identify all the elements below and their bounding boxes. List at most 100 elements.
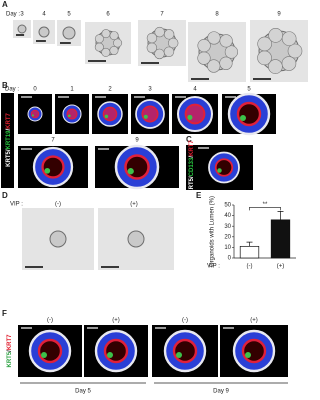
y-axis-title: Organoids with Lumen (%) [210, 196, 216, 267]
day-number: 4 [42, 12, 46, 18]
day-number: 0 [33, 87, 37, 93]
organoid-spot [217, 168, 222, 173]
vip-label: VIP : [10, 202, 23, 208]
organoid-bud [268, 59, 283, 74]
x-tick-label: (+) [277, 264, 285, 270]
condition-label: (-) [55, 202, 61, 208]
organoid-bud [94, 34, 104, 44]
organoid-bud [224, 45, 238, 59]
organoid-spot [31, 114, 34, 117]
organoid-bud [154, 26, 165, 38]
organoid-bud [154, 48, 165, 60]
panel-label: C [186, 135, 192, 144]
organoid-bud [219, 34, 233, 48]
organoid-rim [135, 99, 165, 129]
organoid-core [141, 105, 159, 123]
organoid-bud [101, 29, 111, 39]
organoid [17, 24, 27, 34]
organoid [62, 26, 76, 40]
organoid-core [214, 158, 234, 177]
organoid-bud [113, 38, 123, 48]
organoid-rim [163, 329, 207, 373]
organoid-bud [94, 42, 104, 52]
bar [239, 245, 260, 259]
panel-label: B [2, 81, 8, 90]
organoid-bud [163, 46, 175, 57]
organoid-spot [127, 168, 134, 175]
separator: / [6, 149, 12, 151]
condition-label: (+) [130, 202, 138, 208]
day-number: 9 [135, 138, 139, 144]
stain-name: KRT5 [6, 151, 12, 167]
organoid-bud [287, 43, 303, 59]
organoid-core [37, 338, 63, 364]
organoid-bud [163, 29, 175, 40]
organoid-bud [257, 36, 272, 52]
organoid-rim [232, 329, 276, 373]
organoid-core [236, 101, 262, 127]
significance-bracket [249, 207, 281, 211]
stain-name: KRT7 [6, 112, 12, 128]
day-label: Day : [5, 87, 19, 93]
y-tick-label: 50 [224, 203, 231, 209]
group-label: Day 5 [75, 389, 91, 395]
panel-label: D [2, 191, 8, 200]
day-number: 5 [67, 12, 71, 18]
organoid-core [30, 109, 40, 119]
organoid-spot [44, 167, 51, 174]
x-axis-title: VIP : [207, 264, 220, 270]
stain-name: CD133 [189, 157, 195, 176]
organoid-bud [281, 31, 297, 46]
separator: / [189, 176, 195, 178]
organoid-bud [109, 46, 119, 56]
group-label: Day 9 [213, 389, 229, 395]
y-tick-label: 10 [224, 245, 231, 251]
panel-label: A [2, 0, 8, 9]
day-number: 3 [20, 12, 24, 18]
organoid-spot [143, 114, 148, 119]
separator: / [7, 350, 13, 352]
day-number: 7 [51, 138, 55, 144]
organoid-core [102, 106, 118, 122]
day-number: 7 [160, 12, 164, 18]
stain-label: KRT5/KRT19/KRT7 [6, 112, 12, 166]
day-number: 1 [70, 87, 74, 93]
stain-name: KRT7 [7, 334, 13, 350]
organoid-rim [94, 329, 138, 373]
organoid-core [184, 103, 206, 125]
organoid [127, 230, 145, 248]
organoid-rim [114, 144, 160, 190]
organoid-bud [281, 56, 297, 71]
panel-label: E [196, 191, 202, 200]
organoid-bud [257, 50, 272, 66]
organoid-rim [32, 146, 74, 188]
significance-label: ** [263, 202, 268, 208]
error-bar [277, 211, 284, 220]
bar [270, 219, 291, 259]
organoid-spot [187, 114, 193, 120]
organoid-bud [207, 59, 221, 73]
organoid-rim [176, 95, 214, 133]
organoid-spot [67, 114, 71, 118]
organoid-rim [227, 92, 271, 136]
day-number: 4 [193, 87, 197, 93]
organoid-core [124, 154, 150, 180]
stain-label: KRT5/CD133/KRT7 [189, 140, 195, 194]
organoid-rim [97, 101, 123, 127]
day-number: 5 [247, 87, 251, 93]
stain-name: KRT5 [7, 351, 13, 367]
figure: A Day : B Day : C D VIP : E F 3 4 5 6 7 8 9 KRT… [1, 0, 308, 395]
panel-label: F [2, 309, 7, 318]
stain-name: KRT7 [189, 140, 195, 156]
organoid-bud [146, 32, 158, 44]
organoid-bud [109, 31, 119, 41]
organoid-rim [27, 106, 43, 122]
organoid-core [103, 338, 129, 364]
organoid-bud [207, 31, 221, 45]
separator: / [6, 128, 12, 130]
day-number: 2 [108, 87, 112, 93]
condition-label: (+) [250, 318, 258, 324]
organoid-core [172, 338, 198, 364]
organoid-spot [107, 352, 113, 358]
label-strip [186, 145, 195, 190]
